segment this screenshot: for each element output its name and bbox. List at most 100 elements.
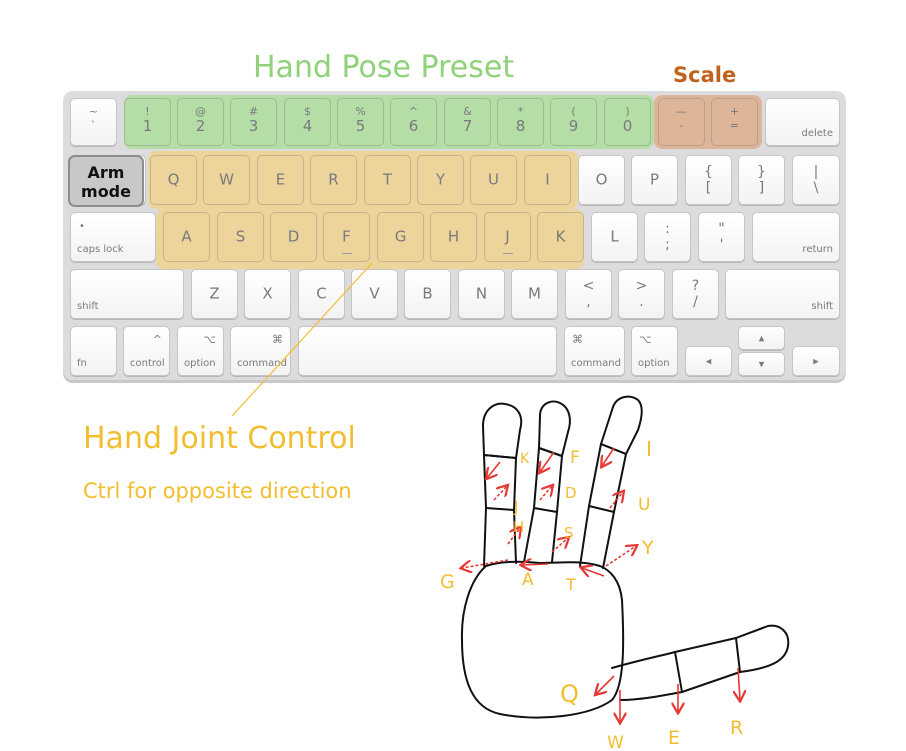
key-equals-bottom: = <box>729 119 740 132</box>
key-command-left[interactable]: ⌘ command <box>230 326 291 376</box>
key-5-top: % <box>355 105 366 118</box>
key-option-left[interactable]: ⌥ option <box>177 326 224 376</box>
key-b[interactable]: B <box>404 269 451 319</box>
key-control-label: control <box>130 358 165 369</box>
key-quote[interactable]: " ' <box>698 212 745 262</box>
finger-middle-mid <box>533 447 563 513</box>
key-delete-label: delete <box>801 128 833 139</box>
key-equals[interactable]: + = <box>711 98 758 146</box>
key-minus-bottom: - <box>679 119 684 132</box>
scale-label: Scale <box>673 63 737 87</box>
key-j[interactable]: J <box>484 212 531 262</box>
key-close-bracket[interactable]: }] <box>738 155 785 205</box>
key-semicolon[interactable]: :; <box>644 212 691 262</box>
key-arrow-left[interactable]: ◂ <box>685 346 732 376</box>
key-v-label: V <box>369 284 380 303</box>
key-c[interactable]: C <box>298 269 345 319</box>
key-e[interactable]: E <box>257 155 304 205</box>
key-k[interactable]: K <box>537 212 584 262</box>
key-command-right[interactable]: ⌘ command <box>564 326 625 376</box>
key-a-label: A <box>181 227 192 246</box>
thumb-mid <box>674 637 741 693</box>
key-backslash-bottom: \ <box>813 180 819 196</box>
key-s[interactable]: S <box>217 212 264 262</box>
key-close-bracket-top: } <box>757 164 766 180</box>
key-space[interactable] <box>298 326 557 376</box>
key-o[interactable]: O <box>578 155 625 205</box>
key-r[interactable]: R <box>310 155 357 205</box>
finger-index-base <box>579 505 615 569</box>
key-m[interactable]: M <box>511 269 558 319</box>
key-y[interactable]: Y <box>417 155 464 205</box>
key-1[interactable]: ! 1 <box>124 98 171 146</box>
option-symbol-right: ⌥ <box>639 333 652 346</box>
key-3-top: # <box>248 105 259 118</box>
key-backslash[interactable]: | \ <box>792 155 840 205</box>
key-w[interactable]: W <box>203 155 250 205</box>
key-a[interactable]: A <box>163 212 210 262</box>
key-caps-lock[interactable]: • caps lock <box>70 212 156 262</box>
key-close-bracket-bottom: ] <box>758 180 765 196</box>
key-shift-right[interactable]: shift <box>725 269 840 319</box>
arrow-i <box>602 447 615 466</box>
key-p[interactable]: P <box>631 155 678 205</box>
key-comma-top: < <box>582 278 595 294</box>
key-comma[interactable]: <, <box>565 269 612 319</box>
key-d-label: D <box>287 227 300 246</box>
arrow-t <box>582 568 605 576</box>
key-x[interactable]: X <box>244 269 291 319</box>
key-n[interactable]: N <box>458 269 505 319</box>
key-control[interactable]: ^ control <box>123 326 170 376</box>
key-2[interactable]: @2 <box>177 98 224 146</box>
key-minus[interactable]: — - <box>658 98 705 146</box>
key-2-bottom: 2 <box>195 117 206 135</box>
key-option-right[interactable]: ⌥ option <box>631 326 678 376</box>
key-l[interactable]: L <box>591 212 638 262</box>
key-period-bottom: . <box>639 294 644 310</box>
key-z[interactable]: Z <box>191 269 238 319</box>
key-shift-left[interactable]: shift <box>70 269 184 319</box>
key-f[interactable]: F <box>323 212 370 262</box>
key-i[interactable]: I <box>524 155 571 205</box>
key-arrow-down[interactable]: ▾ <box>738 352 785 376</box>
key-quote-top: " <box>718 221 725 237</box>
key-0[interactable]: ) 0 <box>604 98 651 146</box>
key-9[interactable]: (9 <box>550 98 597 146</box>
key-period[interactable]: >. <box>618 269 665 319</box>
key-6[interactable]: ^ 6 <box>390 98 437 146</box>
key-u[interactable]: U <box>470 155 517 205</box>
key-fn-label: fn <box>77 358 87 369</box>
key-period-top: > <box>635 278 648 294</box>
key-d[interactable]: D <box>270 212 317 262</box>
key-y-label: Y <box>435 170 446 189</box>
key-quote-bottom: ' <box>719 237 724 253</box>
key-slash-bottom: / <box>693 294 698 310</box>
hand-label-a: A <box>522 570 534 590</box>
key-q[interactable]: Q <box>150 155 197 205</box>
hand-label-d: D <box>565 484 577 502</box>
key-return[interactable]: return <box>752 212 840 262</box>
command-symbol-left: ⌘ <box>272 333 283 346</box>
key-fn[interactable]: fn <box>70 326 117 376</box>
key-q-label: Q <box>167 170 180 189</box>
key-open-bracket[interactable]: {[ <box>685 155 732 205</box>
key-backtick[interactable]: ~ ` <box>70 98 117 146</box>
control-symbol: ^ <box>152 333 162 346</box>
arrow-r <box>738 667 740 700</box>
key-return-label: return <box>802 244 833 255</box>
key-slash[interactable]: ? / <box>672 269 719 319</box>
key-7[interactable]: & 7 <box>444 98 491 146</box>
key-h[interactable]: H <box>430 212 477 262</box>
key-3[interactable]: #3 <box>230 98 277 146</box>
key-5[interactable]: % 5 <box>337 98 384 146</box>
key-t[interactable]: T <box>364 155 411 205</box>
key-4[interactable]: $4 <box>284 98 331 146</box>
key-delete[interactable]: delete <box>765 98 840 146</box>
key-backtick-top: ~ <box>88 105 99 118</box>
key-arrow-right[interactable]: ▸ <box>792 346 840 376</box>
key-8[interactable]: * 8 <box>497 98 544 146</box>
joint-leader-line <box>231 262 373 417</box>
key-arrow-up[interactable]: ▴ <box>738 326 785 350</box>
caps-lock-indicator: • <box>79 221 85 232</box>
key-g[interactable]: G <box>377 212 424 262</box>
